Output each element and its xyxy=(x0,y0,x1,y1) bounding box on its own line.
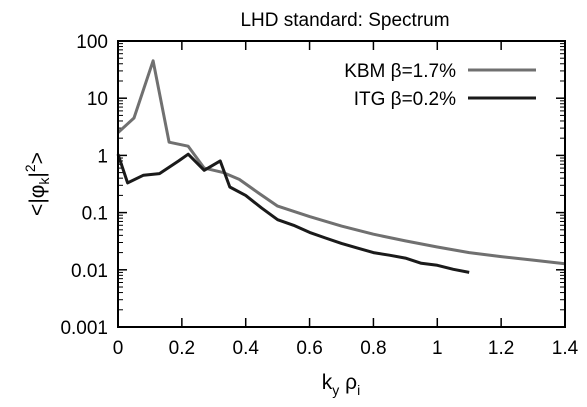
y-axis-label: <|φk|2> xyxy=(22,152,52,216)
x-axis-label: ky ρi xyxy=(322,371,360,398)
x-label-sub1: y xyxy=(332,382,339,398)
series-line-1 xyxy=(116,152,470,274)
x-tick-label: 0 xyxy=(113,338,124,359)
legend-label-itg: ITG β=0.2% xyxy=(354,89,456,110)
x-label-sub2: i xyxy=(357,382,360,398)
y-label-sup: 2 xyxy=(22,164,38,172)
y-label-post: | xyxy=(26,172,49,177)
x-label-main: k xyxy=(322,371,333,394)
y-label-sub: k xyxy=(36,177,52,185)
y-tick-label: 0.001 xyxy=(60,318,108,339)
y-tick-label: 10 xyxy=(87,89,108,110)
x-tick-label: 0.2 xyxy=(169,338,195,359)
legend: KBM β=1.7% ITG β=0.2% xyxy=(344,61,536,110)
x-tick-label: 0.6 xyxy=(296,338,322,359)
chart-title: LHD standard: Spectrum xyxy=(240,10,449,31)
x-tick-label: 1.4 xyxy=(552,338,579,359)
y-tick-label: 1 xyxy=(97,146,108,167)
plot-frame xyxy=(117,40,566,328)
series-line-0 xyxy=(116,59,566,266)
plot-lines xyxy=(116,59,566,274)
y-label-pre: <|φ xyxy=(26,185,49,216)
x-tick-label: 1.2 xyxy=(488,338,514,359)
x-label-mid: ρ xyxy=(339,371,357,394)
legend-label-kbm: KBM β=1.7% xyxy=(344,61,456,82)
y-tick-label: 0.01 xyxy=(71,261,108,282)
y-axis-ticks: 0.001 0.01 0.1 1 10 100 xyxy=(60,32,565,339)
x-tick-label: 1 xyxy=(432,338,443,359)
y-label-end: > xyxy=(26,152,49,164)
y-tick-label: 100 xyxy=(76,32,108,53)
y-tick-label: 0.1 xyxy=(82,204,108,225)
x-axis-ticks: 0 0.2 0.4 0.6 0.8 1 1.2 1.4 xyxy=(113,41,579,359)
x-tick-label: 0.8 xyxy=(360,338,386,359)
x-tick-label: 0.4 xyxy=(233,338,260,359)
